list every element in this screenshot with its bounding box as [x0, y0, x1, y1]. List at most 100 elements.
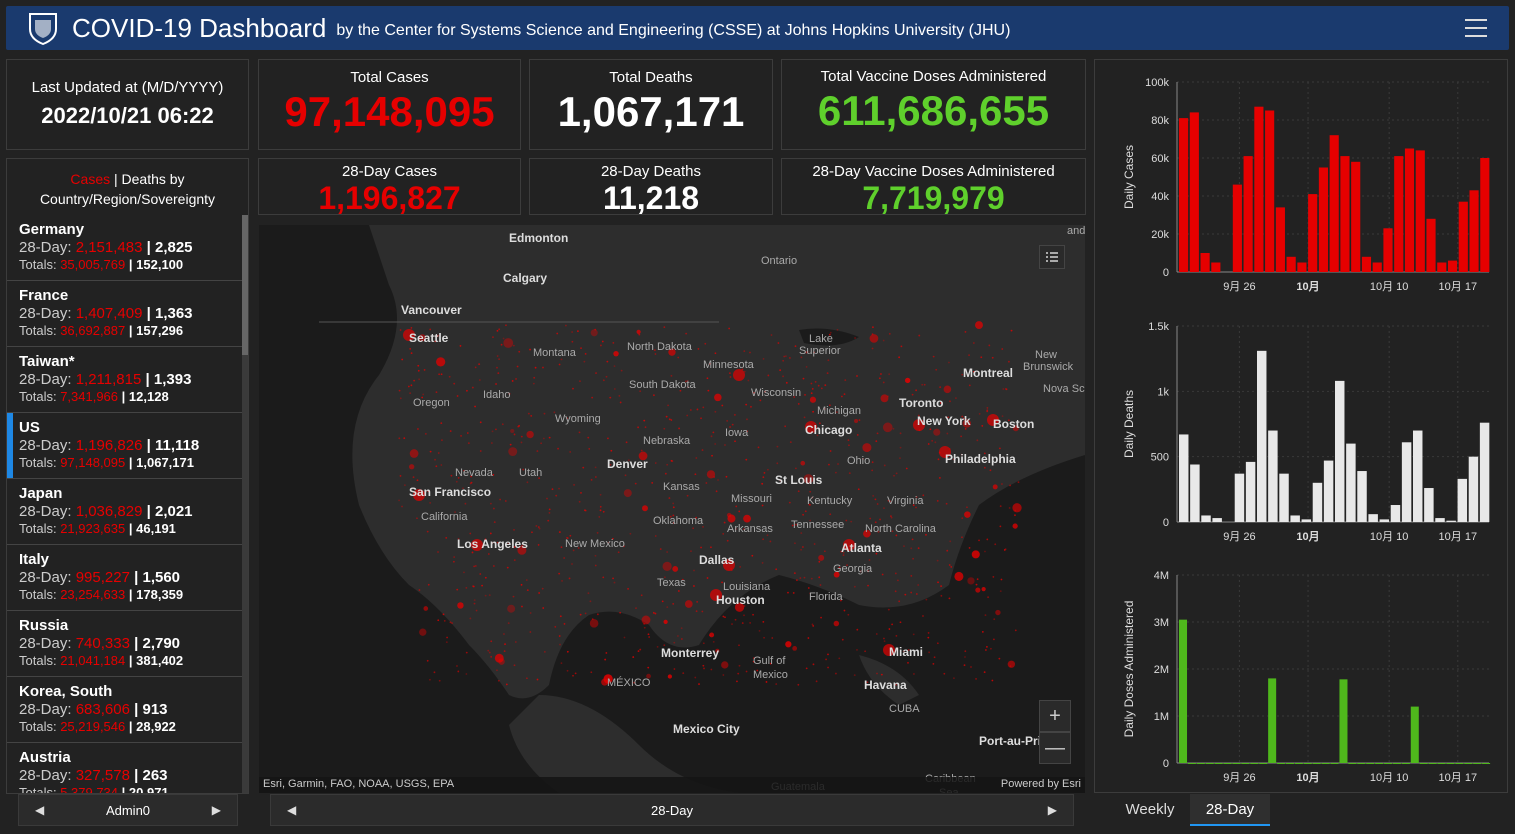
case-marker	[840, 599, 842, 602]
case-marker	[538, 592, 541, 594]
case-marker	[571, 331, 574, 333]
case-marker	[566, 537, 569, 540]
case-marker	[876, 432, 879, 435]
case-marker	[624, 474, 627, 477]
case-marker	[445, 536, 448, 539]
case-marker	[804, 393, 806, 396]
case-marker	[792, 646, 798, 651]
case-marker	[663, 326, 666, 328]
map-view[interactable]: Edmonton Calgary Vancouver Seattle San Franc…	[259, 225, 1085, 793]
list-item[interactable]: Taiwan* 28-Day: 1,211,815 | 1,393 Totals: …	[7, 347, 243, 413]
case-marker	[936, 559, 939, 562]
case-marker	[410, 352, 413, 355]
case-marker	[869, 334, 879, 343]
case-marker	[802, 377, 805, 380]
case-marker	[894, 590, 897, 593]
case-marker	[588, 447, 591, 450]
case-marker	[902, 650, 905, 653]
case-marker	[991, 458, 994, 461]
case-marker	[784, 355, 787, 357]
case-marker	[602, 510, 605, 513]
case-marker	[479, 421, 482, 424]
map-case-markers	[398, 321, 1022, 686]
case-marker	[728, 372, 731, 375]
tab-weekly[interactable]: Weekly	[1125, 801, 1175, 818]
powered-by-text[interactable]: Powered by Esri	[1000, 778, 1081, 790]
case-marker	[682, 672, 685, 675]
case-marker	[701, 449, 704, 451]
case-marker	[671, 460, 674, 463]
map-prev-arrow-icon[interactable]: ◀	[287, 803, 297, 817]
totals-prefix: Totals:	[19, 653, 61, 668]
case-marker	[525, 579, 528, 581]
day28-cases: 740,333	[75, 635, 130, 652]
bar	[1458, 201, 1468, 272]
case-marker	[978, 412, 981, 415]
legend-list-icon[interactable]	[1039, 245, 1065, 269]
case-marker	[835, 411, 838, 413]
case-marker	[543, 412, 546, 415]
case-marker	[707, 389, 710, 392]
list-item[interactable]: Korea, South 28-Day: 683,606 | 913 Totals:…	[7, 677, 243, 743]
case-marker	[609, 396, 612, 399]
case-marker	[782, 375, 784, 378]
day28-line: 28-Day: 1,196,826 | 11,118	[19, 437, 200, 454]
case-marker	[684, 600, 693, 608]
case-marker	[426, 530, 429, 533]
list-item[interactable]: US 28-Day: 1,196,826 | 11,118 Totals: 97,1…	[7, 413, 243, 479]
list-header-cases[interactable]: Cases	[70, 171, 111, 187]
case-marker	[769, 662, 772, 665]
list-item[interactable]: Japan 28-Day: 1,036,829 | 2,021 Totals: 21…	[7, 479, 243, 545]
map-next-arrow-icon[interactable]: ▶	[1047, 803, 1057, 817]
list-scrollbar[interactable]	[242, 215, 248, 793]
case-marker	[496, 541, 499, 544]
case-marker	[745, 458, 748, 461]
case-marker	[995, 609, 1001, 616]
case-marker	[910, 547, 913, 550]
case-marker-large	[733, 369, 745, 381]
list-item[interactable]: Austria 28-Day: 327,578 | 263 Totals: 5,37…	[7, 743, 243, 793]
list-item[interactable]: Germany 28-Day: 2,151,483 | 2,825 Totals: …	[7, 215, 243, 281]
case-marker	[961, 536, 963, 539]
case-marker	[710, 668, 713, 671]
case-marker	[417, 369, 420, 372]
case-marker	[599, 493, 602, 496]
case-marker	[940, 594, 943, 597]
case-marker	[673, 641, 676, 644]
map-region-label: Superior	[799, 345, 841, 357]
list-item[interactable]: Russia 28-Day: 740,333 | 2,790 Totals: 21,…	[7, 611, 243, 677]
case-marker	[471, 386, 474, 389]
next-arrow-icon[interactable]: ▶	[211, 803, 221, 817]
case-marker	[762, 620, 765, 623]
case-marker	[868, 559, 871, 561]
case-marker	[456, 665, 458, 667]
map-city-label: Edmonton	[509, 231, 569, 245]
case-marker	[824, 384, 827, 387]
total-cases: 7,341,966	[60, 389, 119, 404]
prev-arrow-icon[interactable]: ◀	[35, 803, 45, 817]
list-scroll-thumb[interactable]	[242, 215, 248, 355]
hamburger-menu-icon[interactable]	[1465, 19, 1487, 37]
zoom-in-button[interactable]: +	[1039, 700, 1071, 732]
case-marker	[498, 328, 501, 331]
bar	[1435, 518, 1445, 522]
case-marker	[596, 531, 599, 534]
y-tick-label: 20k	[1151, 229, 1169, 241]
case-marker	[595, 372, 597, 374]
case-marker	[721, 661, 729, 669]
case-marker	[967, 577, 975, 585]
case-marker	[915, 506, 917, 509]
case-marker	[972, 342, 975, 344]
tab-28-day[interactable]: 28-Day	[1190, 794, 1270, 826]
case-marker	[471, 551, 474, 554]
list-item[interactable]: France 28-Day: 1,407,409 | 1,363 Totals: 3…	[7, 281, 243, 347]
case-marker	[499, 498, 502, 501]
case-marker	[827, 359, 830, 362]
map-city-label: Calgary	[503, 271, 548, 285]
list-item[interactable]: Italy 28-Day: 995,227 | 1,560 Totals: 23,2…	[7, 545, 243, 611]
total-deaths: 1,067,171	[136, 455, 194, 470]
charts-svg: 0 20k 40k 60k 80k 100k 9月 26 10月 10月 10 10月 17 Dai…	[1122, 77, 1491, 784]
case-marker	[915, 593, 918, 595]
zoom-out-button[interactable]: —	[1039, 732, 1071, 764]
case-marker	[867, 570, 869, 573]
